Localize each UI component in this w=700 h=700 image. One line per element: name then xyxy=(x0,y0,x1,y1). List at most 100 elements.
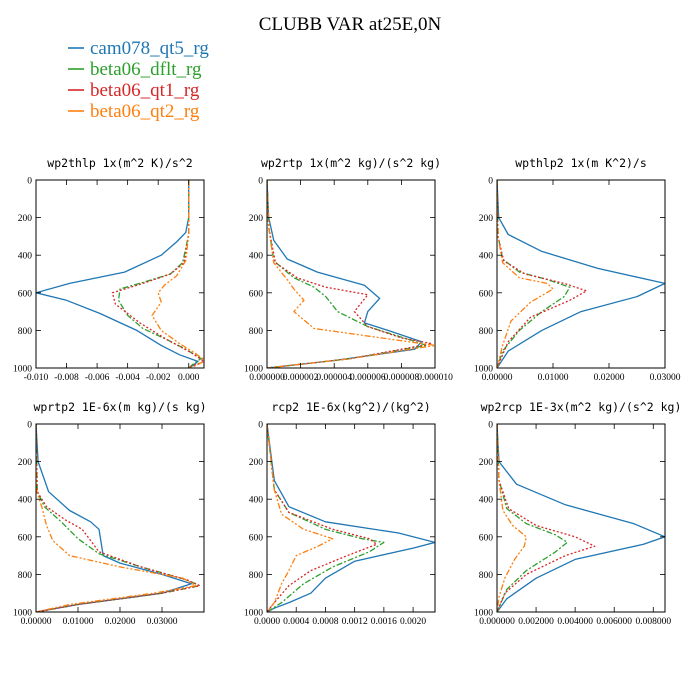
x-tick-label: 0.02000 xyxy=(105,617,136,627)
chart-panel: rcp2 1E-6x(kg^2)/(kg^2) 0 200 400 600 800 1000… xyxy=(244,400,436,627)
x-tick-label: -0.004 xyxy=(115,373,140,383)
series-line xyxy=(497,424,665,612)
y-tick-label: 600 xyxy=(249,289,264,299)
x-tick-label: 0.00000 xyxy=(21,617,52,627)
series-line xyxy=(267,424,435,612)
series-line xyxy=(267,424,334,612)
x-tick-label: 0.000010 xyxy=(417,373,453,383)
plot-frame xyxy=(35,179,205,369)
series-line xyxy=(36,424,197,612)
plot-frame xyxy=(266,179,436,369)
y-tick-label: 200 xyxy=(479,458,494,468)
y-tick-label: 1000 xyxy=(13,365,32,375)
y-tick-label: 1000 xyxy=(13,609,32,619)
series-line xyxy=(36,424,201,612)
x-tick-label: 0.000000 xyxy=(249,373,285,383)
y-tick-label: 800 xyxy=(18,327,33,337)
y-tick-label: 200 xyxy=(18,458,33,468)
y-tick-label: 400 xyxy=(249,252,264,262)
y-tick-label: 600 xyxy=(479,533,494,543)
y-tick-label: 0 xyxy=(27,421,32,431)
x-tick-label: 0.0004 xyxy=(283,617,309,627)
x-tick-label: 0.000004 xyxy=(316,373,352,383)
series-line xyxy=(497,180,588,368)
panel-title: wp2rcp 1E-3x(m^2 kg)/(s^2 kg) xyxy=(481,400,682,414)
plot-frame xyxy=(496,179,666,369)
x-tick-label: 0.0000 xyxy=(254,617,280,627)
x-tick-label: 0.006000 xyxy=(596,617,632,627)
x-tick-label: -0.010 xyxy=(24,373,49,383)
x-tick-label: 0.0020 xyxy=(400,617,426,627)
y-tick-label: 400 xyxy=(18,252,33,262)
x-tick-label: 0.0016 xyxy=(371,617,397,627)
y-tick-label: 600 xyxy=(479,289,494,299)
y-tick-label: 1000 xyxy=(244,365,263,375)
panel-title: rcp2 1E-6x(kg^2)/(kg^2) xyxy=(271,400,430,414)
y-tick-label: 400 xyxy=(479,496,494,506)
legend-label: beta06_dflt_rg xyxy=(90,59,202,80)
x-tick-label: 0.03000 xyxy=(147,617,178,627)
y-tick-label: 600 xyxy=(18,289,33,299)
x-tick-label: 0.00000 xyxy=(482,373,513,383)
y-tick-label: 800 xyxy=(18,571,33,581)
x-tick-label: 0.000 xyxy=(178,373,200,383)
panel-title: wpthlp2 1x(m K^2)/s xyxy=(515,156,647,170)
x-tick-label: 0.0012 xyxy=(342,617,368,627)
legend: cam078_qt5_rgbeta06_dflt_rgbeta06_qt1_rg… xyxy=(68,38,209,122)
panels: wp2thlp 1x(m^2 K)/s^202004006008001000-0… xyxy=(13,156,681,627)
x-tick-label: -0.002 xyxy=(146,373,171,383)
x-tick-label: 0.01000 xyxy=(538,373,569,383)
x-tick-label: 0.004000 xyxy=(557,617,593,627)
y-tick-label: 200 xyxy=(18,214,33,224)
y-tick-label: 200 xyxy=(479,214,494,224)
y-tick-label: 600 xyxy=(18,533,33,543)
series-line xyxy=(497,424,527,612)
chart-panel: wp2thlp 1x(m^2 K)/s^202004006008001000-0… xyxy=(13,156,205,383)
y-tick-label: 800 xyxy=(479,571,494,581)
y-tick-label: 800 xyxy=(479,327,494,337)
y-tick-label: 400 xyxy=(249,496,264,506)
y-tick-label: 0 xyxy=(488,177,493,187)
y-tick-label: 800 xyxy=(249,571,264,581)
x-tick-label: 0.008000 xyxy=(635,617,671,627)
series-line xyxy=(497,180,571,368)
figure-title: CLUBB VAR at25E,0N xyxy=(259,14,442,35)
y-tick-label: 800 xyxy=(249,327,264,337)
y-tick-label: 0 xyxy=(27,177,32,187)
legend-label: beta06_qt1_rg xyxy=(90,80,200,101)
y-tick-label: 600 xyxy=(249,533,264,543)
plot-frame xyxy=(496,423,666,613)
y-tick-label: 1000 xyxy=(244,609,263,619)
legend-label: beta06_qt2_rg xyxy=(90,101,200,122)
plot-frame xyxy=(35,423,205,613)
x-tick-label: 0.000002 xyxy=(283,373,319,383)
series-line xyxy=(267,424,385,612)
y-tick-label: 0 xyxy=(258,421,263,431)
y-tick-label: 400 xyxy=(18,496,33,506)
x-tick-label: 0.000008 xyxy=(384,373,420,383)
legend-label: cam078_qt5_rg xyxy=(90,38,209,59)
series-line xyxy=(267,180,435,368)
chart-panel: wprtp2 1E-6x(m kg)/(s kg)0 200 400 600 800 10… xyxy=(13,400,207,627)
plot-frame xyxy=(266,423,436,613)
x-tick-label: 0.002000 xyxy=(518,617,554,627)
y-tick-label: 400 xyxy=(479,252,494,262)
series-line xyxy=(497,180,554,368)
series-line xyxy=(36,180,199,368)
series-line xyxy=(36,424,201,612)
series-line xyxy=(111,180,204,368)
x-tick-label: 0.01000 xyxy=(63,617,94,627)
y-tick-label: 0 xyxy=(488,421,493,431)
panel-title: wprtp2 1E-6x(m kg)/(s kg) xyxy=(33,400,206,414)
series-line xyxy=(151,180,204,368)
x-tick-label: -0.006 xyxy=(85,373,110,383)
panel-title: wp2rtp 1x(m^2 kg)/(s^2 kg) xyxy=(261,156,441,170)
x-tick-label: 0.03000 xyxy=(650,373,681,383)
x-tick-label: 0.02000 xyxy=(594,373,625,383)
series-line xyxy=(497,180,665,368)
series-line xyxy=(36,424,193,612)
panel-title: wp2thlp 1x(m^2 K)/s^2 xyxy=(47,156,192,170)
chart-panel: wpthlp2 1x(m K^2)/s 0 200 400 600 800 10000.00… xyxy=(474,156,681,383)
y-tick-label: 1000 xyxy=(474,609,493,619)
